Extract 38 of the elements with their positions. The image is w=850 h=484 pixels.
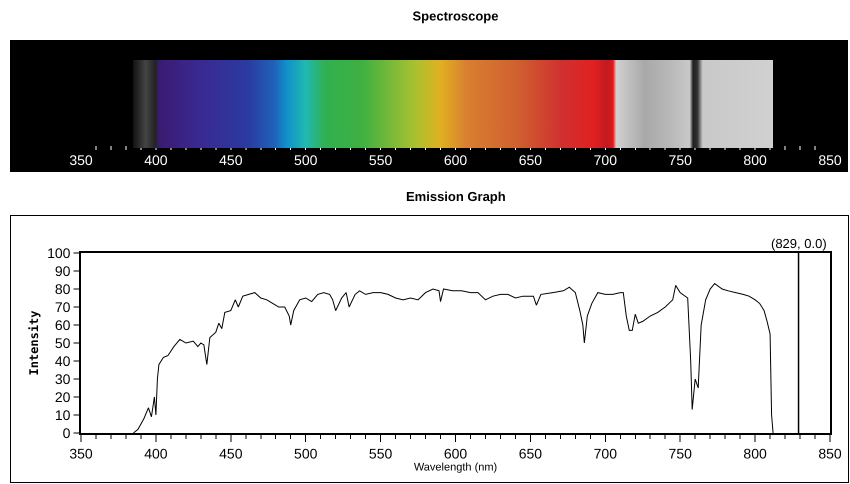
x2-tick-label: 600 [444, 152, 468, 168]
x2-tick-label: 750 [668, 152, 692, 168]
x2-tick-label: 550 [368, 152, 392, 168]
x2-tick-label: 450 [219, 152, 243, 168]
y-axis-title: Intensity [26, 310, 41, 376]
y-tick-label: 90 [54, 262, 71, 279]
x-tick-label: 600 [444, 446, 468, 462]
x-tick-label: 450 [219, 446, 243, 462]
x-tick-label: 800 [743, 446, 767, 462]
y-tick-label: 20 [54, 388, 71, 405]
y-tick-label: 50 [54, 334, 71, 351]
y-tick-label: 70 [54, 298, 71, 315]
x-axis-title: Wavelength (nm) [414, 462, 498, 474]
y-tick-label: 80 [54, 280, 71, 297]
x-tick-label: 400 [144, 446, 168, 462]
chart-subtitle: Emission Graph [406, 189, 506, 204]
x-tick-label: 350 [69, 446, 93, 462]
x2-tick-label: 500 [294, 152, 318, 168]
x2-tick-label: 850 [818, 152, 842, 168]
x2-tick-label: 350 [69, 152, 93, 168]
x-tick-label: 500 [294, 446, 318, 462]
x2-tick-label: 650 [518, 152, 542, 168]
ref-line-label: (829, 0.0) [771, 236, 827, 251]
x-tick-label: 650 [518, 446, 542, 462]
y-tick-label: 0 [62, 424, 71, 441]
x2-tick-label: 400 [144, 152, 168, 168]
x-tick-label: 700 [594, 446, 618, 462]
y-tick-label: 10 [54, 406, 71, 423]
x-tick-label: 850 [818, 446, 842, 462]
chart-title: Spectroscope [412, 8, 498, 24]
y-tick-label: 30 [54, 370, 71, 387]
x-tick-label: 750 [668, 446, 692, 462]
y-tick-label: 40 [54, 352, 71, 369]
y-tick-label: 60 [54, 316, 71, 333]
x2-tick-label: 700 [594, 152, 618, 168]
x-tick-label: 550 [368, 446, 392, 462]
x2-tick-label: 800 [743, 152, 767, 168]
y-tick-label: 100 [47, 244, 71, 261]
